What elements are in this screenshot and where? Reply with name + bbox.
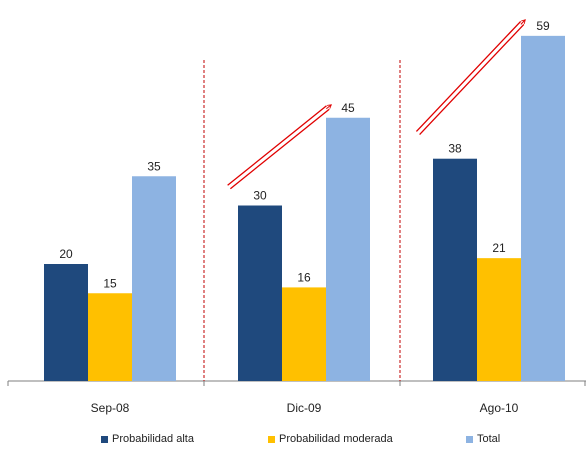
trend-arrow-2-line-a (419, 23, 525, 135)
bar-total-sep-08 (132, 176, 176, 381)
x-tick-label-dic-09: Dic-09 (287, 401, 322, 415)
legend-swatch-probabilidad-alta (101, 435, 108, 443)
legend-label-probabilidad-moderada: Probabilidad moderada (279, 433, 393, 445)
bar-probabilidad-alta-sep-08 (44, 264, 88, 381)
legend-swatch-probabilidad-moderada (268, 435, 275, 443)
bar-total-ago-10 (521, 35, 565, 381)
data-label: 15 (103, 276, 117, 290)
data-label: 20 (59, 247, 73, 261)
data-label: 30 (253, 189, 267, 203)
data-label: 45 (341, 101, 355, 115)
data-label: 35 (147, 159, 161, 173)
trend-arrow-1-head (326, 105, 331, 110)
bar-probabilidad-alta-ago-10 (433, 158, 477, 381)
data-label: 21 (492, 241, 506, 255)
trend-arrow-1-line-b (227, 105, 327, 186)
data-label: 59 (536, 19, 550, 33)
bar-total-dic-09 (326, 117, 370, 381)
legend-item-probabilidad-moderada: Probabilidad moderada (268, 433, 393, 445)
bar-probabilidad-moderada-sep-08 (88, 293, 132, 381)
legend-item-total: Total (466, 433, 500, 445)
bar-probabilidad-moderada-ago-10 (477, 258, 521, 381)
legend-label-total: Total (477, 433, 501, 445)
trend-arrow-1-line-a (229, 108, 330, 190)
legend: Probabilidad alta Probabilidad moderada … (0, 433, 587, 449)
bar-probabilidad-moderada-dic-09 (282, 287, 326, 381)
legend-item-probabilidad-alta: Probabilidad alta (101, 433, 194, 445)
trend-arrow-2-head (520, 20, 525, 25)
trend-arrow-2-line-b (415, 20, 522, 132)
bar-probabilidad-alta-dic-09 (238, 205, 282, 381)
x-tick-label-sep-08: Sep-08 (91, 401, 130, 415)
legend-swatch-total (466, 435, 473, 443)
data-label: 16 (297, 270, 311, 284)
data-label: 38 (448, 142, 462, 156)
x-tick-label-ago-10: Ago-10 (480, 401, 519, 415)
legend-label-probabilidad-alta: Probabilidad alta (112, 433, 194, 445)
